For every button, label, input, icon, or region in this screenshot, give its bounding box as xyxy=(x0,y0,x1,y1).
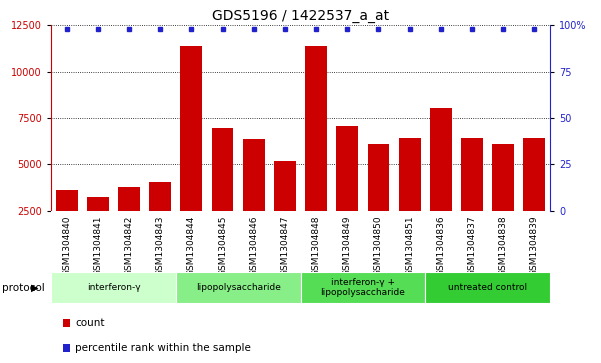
Text: GSM1304844: GSM1304844 xyxy=(187,216,196,276)
Text: GSM1304836: GSM1304836 xyxy=(436,216,445,276)
Bar xyxy=(492,144,514,257)
Text: GSM1304848: GSM1304848 xyxy=(311,216,320,276)
Text: GSM1304847: GSM1304847 xyxy=(281,216,290,276)
Bar xyxy=(398,138,421,257)
Bar xyxy=(300,272,426,303)
Bar xyxy=(149,182,171,257)
Bar xyxy=(118,187,140,257)
Bar xyxy=(368,144,389,257)
Text: GSM1304841: GSM1304841 xyxy=(93,216,102,276)
Text: GSM1304849: GSM1304849 xyxy=(343,216,352,276)
Bar xyxy=(461,138,483,257)
Bar xyxy=(180,46,203,257)
Bar xyxy=(56,190,78,257)
Text: GSM1304843: GSM1304843 xyxy=(156,216,165,276)
Bar xyxy=(523,138,545,257)
Bar xyxy=(305,46,327,257)
Text: count: count xyxy=(75,318,105,328)
Text: GSM1304839: GSM1304839 xyxy=(530,216,539,276)
Bar xyxy=(274,160,296,257)
Title: GDS5196 / 1422537_a_at: GDS5196 / 1422537_a_at xyxy=(212,9,389,23)
Text: protocol: protocol xyxy=(2,283,44,293)
Bar xyxy=(337,126,358,257)
Text: GSM1304842: GSM1304842 xyxy=(124,216,133,276)
Text: GSM1304837: GSM1304837 xyxy=(468,216,477,276)
Bar xyxy=(243,139,264,257)
Text: percentile rank within the sample: percentile rank within the sample xyxy=(75,343,251,353)
Bar xyxy=(212,128,233,257)
Bar xyxy=(87,197,109,257)
Text: GSM1304846: GSM1304846 xyxy=(249,216,258,276)
Text: ▶: ▶ xyxy=(31,283,38,293)
Text: lipopolysaccharide: lipopolysaccharide xyxy=(196,283,281,292)
Bar xyxy=(430,108,452,257)
Text: GSM1304838: GSM1304838 xyxy=(499,216,508,276)
Text: interferon-γ: interferon-γ xyxy=(87,283,140,292)
Bar xyxy=(426,272,550,303)
Text: untreated control: untreated control xyxy=(448,283,527,292)
Text: GSM1304845: GSM1304845 xyxy=(218,216,227,276)
Text: GSM1304851: GSM1304851 xyxy=(405,216,414,276)
Text: GSM1304850: GSM1304850 xyxy=(374,216,383,276)
Text: interferon-γ +
lipopolysaccharide: interferon-γ + lipopolysaccharide xyxy=(320,278,405,297)
Text: GSM1304840: GSM1304840 xyxy=(62,216,71,276)
Bar xyxy=(176,272,300,303)
Bar xyxy=(51,272,176,303)
